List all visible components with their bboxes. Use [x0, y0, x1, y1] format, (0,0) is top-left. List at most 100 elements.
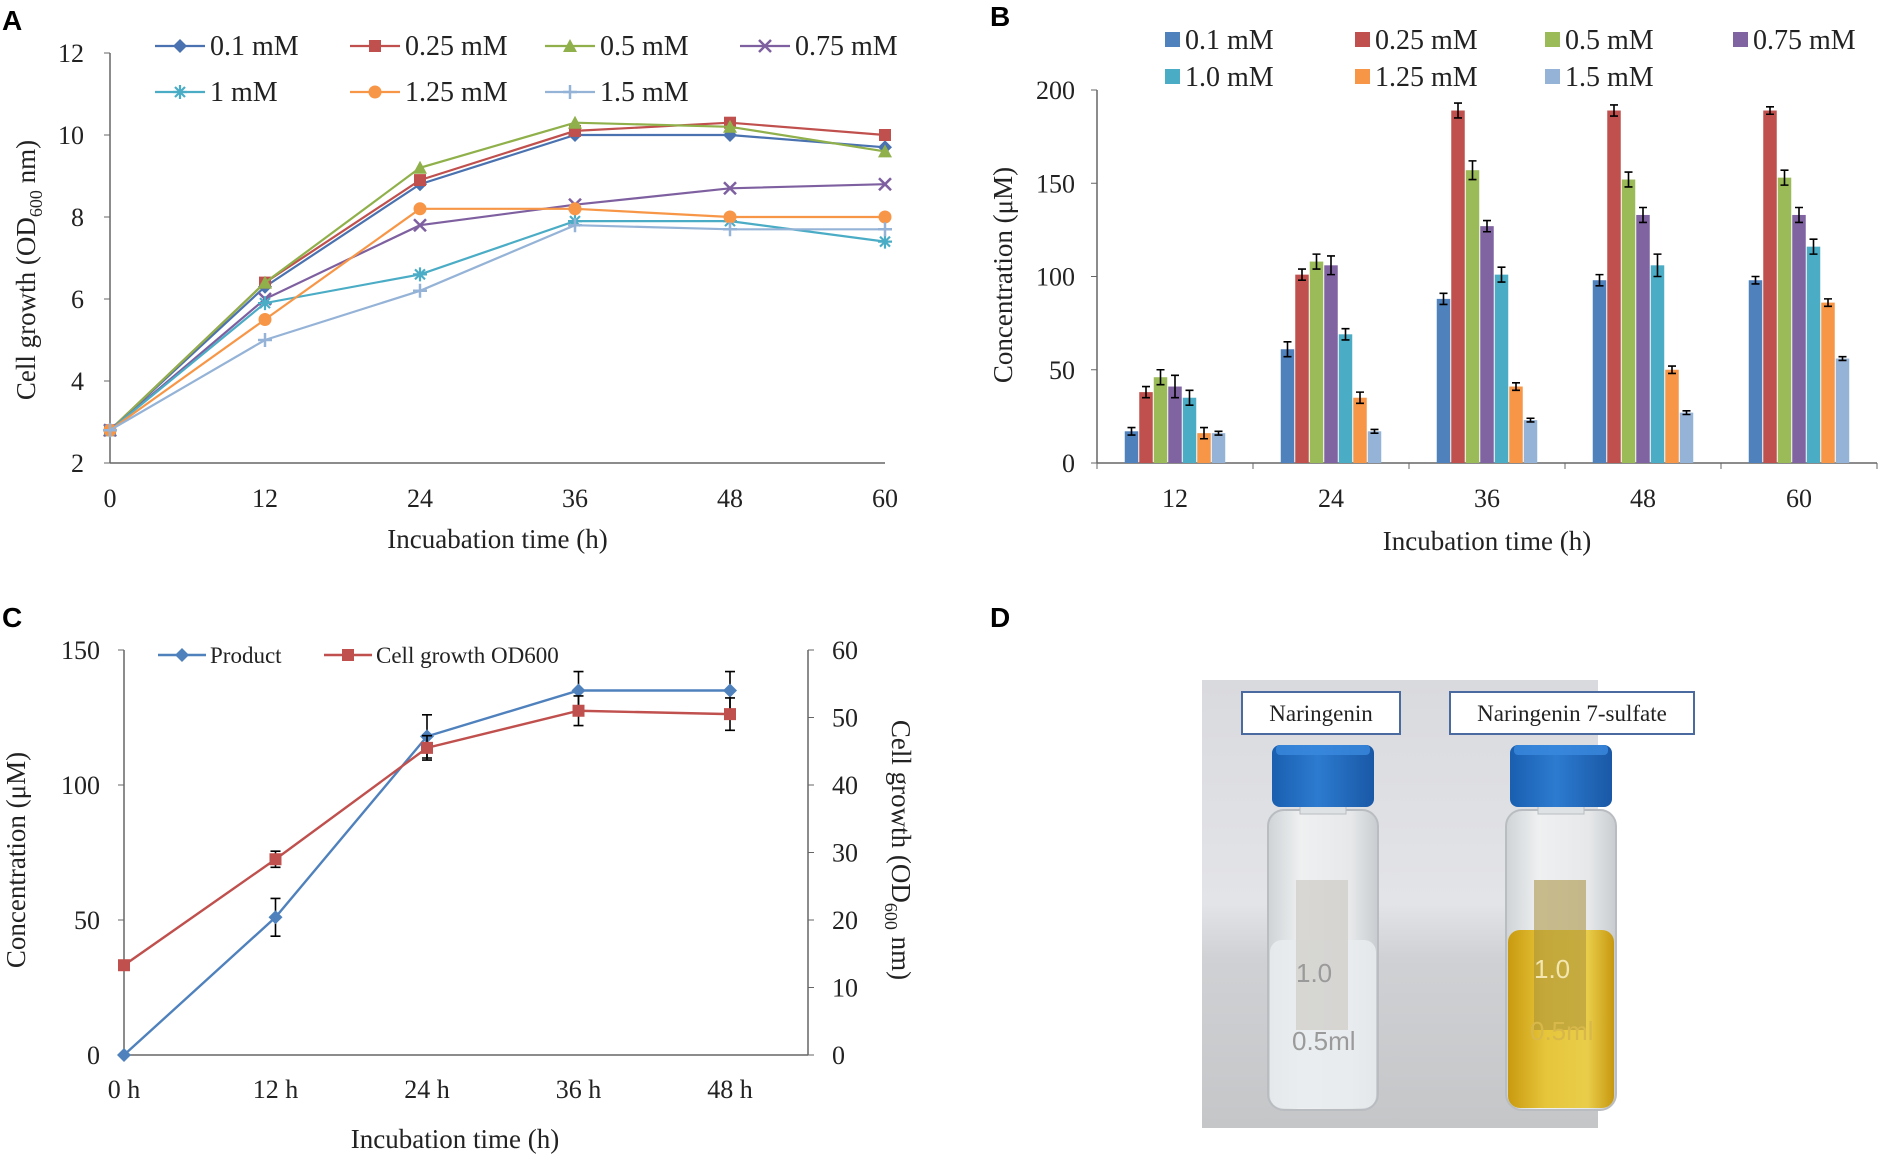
legend-label: 0.1 mM [210, 31, 299, 62]
error-bar [1766, 105, 1774, 116]
legend-marker [369, 40, 381, 52]
legend-swatch [1165, 69, 1180, 84]
error-bar [1214, 430, 1223, 436]
bar-0.25-mM-48 [1607, 110, 1621, 463]
x-tick-label: 60 [1786, 484, 1812, 513]
error-bar [1595, 273, 1604, 287]
x-axis-label: Incubation time (h) [1383, 526, 1591, 556]
error-bar [1809, 238, 1818, 255]
bar-0.1-mM-24 [1280, 349, 1295, 463]
series-line-0.1-mM [109, 133, 886, 432]
y-tick-label-left: 50 [74, 906, 100, 935]
data-point [258, 275, 272, 289]
data-point [723, 119, 737, 133]
bar-1.0-mM-48 [1650, 265, 1665, 463]
error-bar [1312, 253, 1321, 270]
x-tick-label: 36 h [556, 1075, 602, 1104]
legend-marker [173, 39, 187, 53]
data-point [571, 683, 586, 698]
chart-b: 0 50 100 150 200 12 24 36 48 60 Incubation time (h… [988, 25, 1878, 556]
y-tick-label-right: 20 [832, 906, 858, 935]
legend-swatch [1733, 32, 1748, 47]
vial-mark-top: 1.0 [1296, 958, 1332, 988]
data-point [878, 210, 892, 224]
error-bar [1370, 428, 1379, 434]
legend-swatch [1355, 32, 1370, 47]
bar-0.75-mM-24 [1324, 265, 1338, 463]
error-bar [1512, 382, 1520, 392]
bar-0.5-mM-12 [1153, 377, 1168, 463]
bar-1.5-mM-60 [1835, 358, 1850, 463]
y-tick-label-left: 150 [61, 636, 100, 665]
legend-label: 1.5 mM [600, 77, 689, 108]
y-tick-label-right: 60 [832, 636, 858, 665]
legend-label: 1.25 mM [1375, 62, 1478, 93]
data-point [723, 222, 737, 237]
label-box-left [1241, 691, 1401, 735]
legend-label: 1.5 mM [1565, 62, 1654, 93]
vial-naringenin: 1.0 0.5ml [1267, 745, 1379, 1111]
y-axis-label-left: Concentration (μM) [1, 752, 31, 968]
error-bar [1824, 298, 1832, 308]
panel-label-d: D [990, 602, 1010, 633]
y-tick-label: 12 [58, 39, 84, 68]
x-tick-label: 36 [1474, 484, 1500, 513]
data-point [413, 267, 427, 282]
y-tick-label-right: 0 [832, 1041, 845, 1070]
legend-marker [758, 39, 772, 53]
data-point [269, 853, 282, 866]
bar-1.25-mM-36 [1509, 386, 1523, 463]
error-bar [1838, 355, 1847, 362]
legend-label: 0.25 mM [405, 31, 508, 62]
legend-label: 0.75 mM [795, 31, 898, 62]
data-point [258, 313, 272, 326]
y-axis-label-right: Cell growth (OD600 nm) [881, 720, 916, 980]
data-point [258, 296, 272, 311]
vial-cap [1272, 745, 1374, 807]
data-point [413, 283, 427, 298]
bar-0.75-mM-60 [1792, 214, 1806, 463]
legend-label: 1.0 mM [1185, 62, 1274, 93]
y-tick-label: 150 [1036, 169, 1075, 198]
legend-marker [175, 648, 189, 662]
error-bar [1497, 266, 1506, 283]
data-point [879, 129, 891, 141]
bar-1.0-mM-24 [1338, 334, 1353, 463]
y-tick-label: 6 [71, 285, 84, 314]
x-tick-label: 60 [872, 484, 898, 513]
vial-mark-bottom: 0.5ml [1530, 1016, 1594, 1046]
x-tick-label: 0 h [108, 1075, 141, 1104]
vial-mark-top: 1.0 [1534, 954, 1570, 984]
chart-c: 0 50 100 150 0 10 20 30 40 50 60 0 h 12 h 24 h 36 h 48 … [1, 636, 916, 1154]
series-line-1-mM [109, 220, 886, 432]
error-bar [1185, 389, 1194, 406]
error-bar [1653, 253, 1662, 278]
bar-0.25-mM-36 [1451, 110, 1465, 463]
y-tick-label: 0 [1062, 449, 1075, 478]
data-point [878, 234, 892, 249]
error-bar [1668, 365, 1676, 375]
legend-label: 0.5 mM [1565, 25, 1654, 56]
y-tick-label-left: 0 [87, 1041, 100, 1070]
x-tick-label: 48 [1630, 484, 1656, 513]
error-bar [1200, 426, 1208, 440]
error-bar [1327, 255, 1335, 276]
y-tick-label-left: 100 [61, 771, 100, 800]
data-point [723, 683, 737, 698]
error-bar [1751, 275, 1760, 285]
label-naringenin: Naringenin [1269, 701, 1373, 726]
panel-label-b: B [990, 1, 1010, 32]
data-point [723, 210, 737, 224]
legend-marker [563, 85, 577, 99]
legend-label: 1 mM [210, 77, 278, 108]
legend-label: 0.5 mM [600, 31, 689, 62]
bar-1.5-mM-12 [1211, 433, 1226, 463]
data-point [568, 218, 582, 233]
data-point [103, 423, 117, 438]
data-point [878, 177, 892, 192]
series-line-0.5-mM [109, 121, 886, 431]
y-tick-label: 100 [1036, 263, 1075, 292]
bar-0.75-mM-36 [1480, 226, 1494, 463]
